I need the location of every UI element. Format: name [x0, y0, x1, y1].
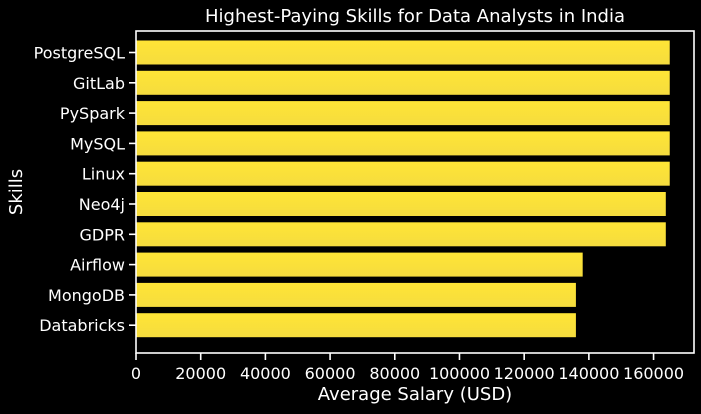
bar-airflow: [136, 252, 583, 277]
x-tick-label: 100000: [429, 364, 490, 383]
y-tick-label: Neo4j: [79, 195, 125, 214]
bar-gdpr: [136, 222, 666, 247]
x-tick-label: 20000: [175, 364, 226, 383]
y-tick-label: MySQL: [70, 134, 125, 153]
y-tick-label: GitLab: [73, 74, 125, 93]
bar-postgresql: [136, 40, 670, 65]
y-tick-label: PySpark: [60, 104, 126, 123]
bars-group: [136, 40, 670, 338]
bar-databricks: [136, 313, 576, 338]
chart-title: Highest-Paying Skills for Data Analysts …: [205, 6, 625, 27]
x-tick-label: 120000: [494, 364, 555, 383]
y-tick-label: MongoDB: [48, 286, 125, 305]
x-tick-label: 80000: [369, 364, 420, 383]
bar-mongodb: [136, 282, 576, 307]
y-tick-label: PostgreSQL: [34, 44, 125, 63]
x-axis-label: Average Salary (USD): [318, 384, 512, 405]
bar-mysql: [136, 131, 670, 156]
x-tick-label: 160000: [623, 364, 684, 383]
x-tick-label: 140000: [558, 364, 619, 383]
bar-neo4j: [136, 192, 666, 216]
y-tick-label: Databricks: [39, 316, 125, 335]
plot-frame: [135, 30, 695, 354]
x-tick-label: 40000: [240, 364, 291, 383]
x-ticks-group: 0 20000 40000 60000 80000 100000 120000 140000 1…: [131, 353, 684, 383]
bar-gitlab: [136, 70, 670, 95]
y-ticks-group: PostgreSQL GitLab PySpark MySQL Linux Neo4j GD…: [34, 44, 136, 335]
y-tick-label: Airflow: [70, 256, 125, 275]
bar-linux: [136, 161, 670, 186]
x-tick-label: 0: [131, 364, 141, 383]
bar-pyspark: [136, 101, 670, 126]
y-tick-label: Linux: [82, 165, 125, 184]
y-tick-label: GDPR: [80, 225, 125, 244]
x-tick-label: 60000: [305, 364, 356, 383]
y-axis-label: Skills: [6, 169, 27, 215]
